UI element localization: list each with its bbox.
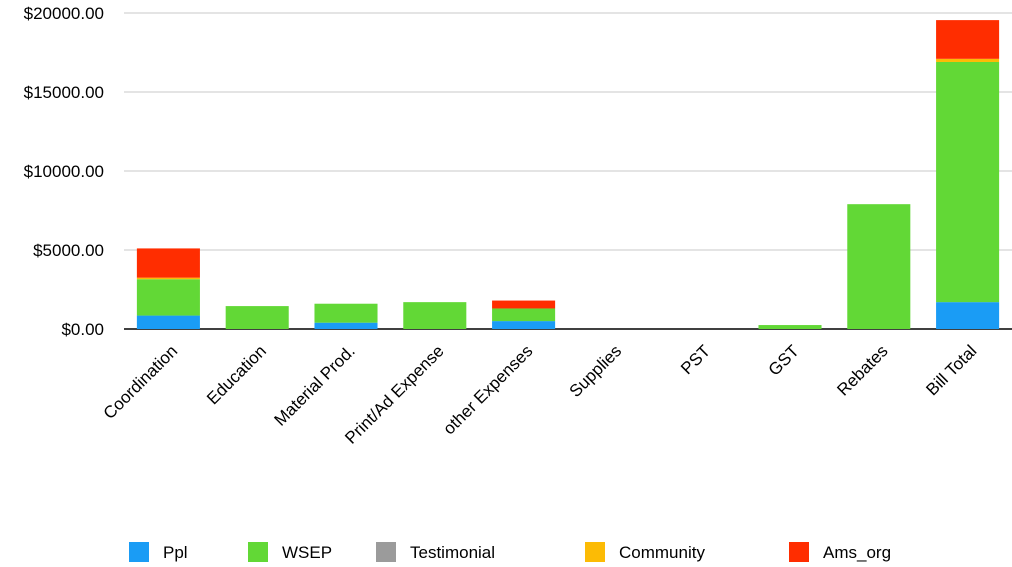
bar-segment-wsep [314, 303, 378, 323]
bar-segment-wsep [847, 204, 911, 329]
legend-item: Testimonial [376, 542, 495, 562]
category-label: Bill Total [922, 341, 980, 399]
category-label: Material Prod. [271, 341, 359, 429]
bar-stack [758, 325, 822, 329]
bar-segment-ams-org [936, 20, 1000, 59]
bars [136, 20, 1000, 329]
legend-swatch [129, 542, 149, 562]
legend-item: WSEP [248, 542, 332, 562]
legend-item: Ppl [129, 542, 188, 562]
bar-segment-ppl [936, 302, 1000, 329]
y-tick-label: $15000.00 [24, 83, 104, 102]
bar-segment-ppl [492, 321, 556, 329]
legend-label: Ppl [163, 543, 188, 562]
category-label: GST [765, 341, 803, 379]
legend-label: Ams_org [823, 543, 891, 562]
bar-segment-ams-org [492, 300, 556, 309]
bar-segment-community [136, 277, 200, 280]
legend-label: WSEP [282, 543, 332, 562]
legend-swatch [789, 542, 809, 562]
category-label: other Expenses [439, 341, 536, 438]
y-tick-label: $20000.00 [24, 4, 104, 23]
bar-segment-wsep [403, 302, 467, 329]
bar-segment-community [936, 58, 1000, 62]
bar-stack [136, 248, 200, 329]
bar-stack [403, 302, 467, 329]
bar-segment-wsep [492, 308, 556, 322]
bar-segment-wsep [936, 61, 1000, 303]
y-tick-label: $5000.00 [33, 241, 104, 260]
legend-item: Ams_org [789, 542, 891, 562]
bar-segment-wsep [758, 325, 822, 329]
bar-stack [225, 306, 289, 329]
legend-swatch [248, 542, 268, 562]
x-axis-category-labels: Coordination Education Material Prod.Print… [100, 341, 981, 447]
y-tick-label: $0.00 [61, 320, 104, 339]
bar-segment-wsep [225, 306, 289, 329]
category-label: Rebates [833, 341, 891, 399]
category-label: Coordination [100, 341, 182, 423]
bar-segment-ppl [314, 322, 378, 329]
bar-stack [847, 204, 911, 329]
bar-segment-ppl [136, 315, 200, 329]
y-tick-label: $10000.00 [24, 162, 104, 181]
y-axis-tick-labels: $0.00 $5000.00 $10000.00 $15000.00 $20000.00 [24, 4, 104, 339]
category-label: Print/Ad Expense [341, 341, 447, 447]
legend-swatch [376, 542, 396, 562]
category-label: Supplies [566, 341, 626, 401]
category-label: PST [677, 341, 714, 378]
category-label: Education [203, 341, 270, 408]
bar-stack [492, 300, 556, 329]
legend: Ppl WSEP Testimonial Community Ams_org [129, 542, 891, 562]
bar-segment-wsep [136, 279, 200, 316]
legend-label: Community [619, 543, 705, 562]
legend-swatch [585, 542, 605, 562]
bar-segment-ams-org [136, 248, 200, 278]
bar-stack [314, 303, 378, 329]
legend-item: Community [585, 542, 705, 562]
legend-label: Testimonial [410, 543, 495, 562]
bar-stack [936, 20, 1000, 329]
